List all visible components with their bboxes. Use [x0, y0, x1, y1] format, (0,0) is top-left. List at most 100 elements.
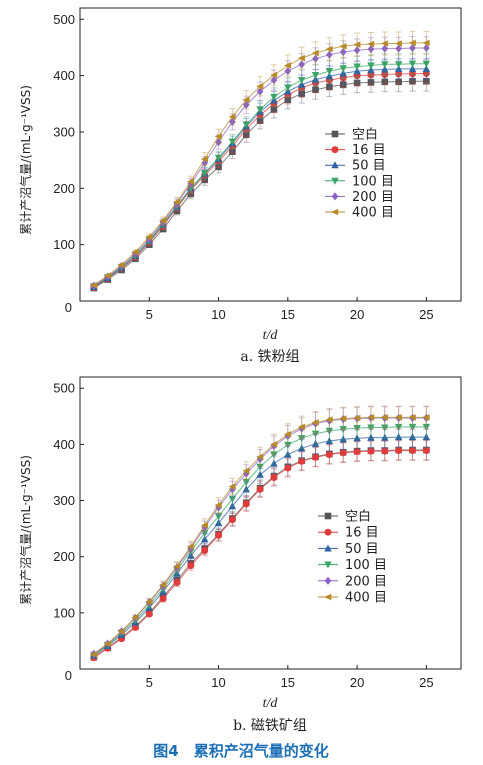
panel-a-data-point: [312, 86, 319, 94]
panel-b-data-point: [284, 464, 292, 472]
panel-b-data-point: [381, 447, 389, 455]
panel-a-data-point: [270, 93, 278, 101]
panel-b-data-point: [422, 414, 430, 421]
panel-a-data-point: [409, 77, 416, 85]
panel-a-legend-marker: [331, 161, 339, 169]
panel-a-data-point: [283, 62, 292, 69]
panel-b-data-point: [394, 414, 402, 421]
panel-a-data-point: [284, 67, 292, 76]
panel-b-axes: 100 200 300 400 500 5 10 15 20 25 0: [53, 376, 462, 690]
panel-b-data-point: [228, 483, 236, 490]
panel-b-data-point: [117, 628, 125, 635]
panel-b-data-point: [200, 530, 209, 538]
panel-b-data-point: [89, 651, 98, 658]
panel-b-data-point: [214, 513, 223, 521]
panel-b-legend-marker: [324, 576, 332, 585]
panel-b-y-tick-label: 400: [53, 437, 75, 452]
panel-b-data-point: [298, 457, 306, 465]
panel-b-data-point: [242, 469, 250, 478]
panel-a-data-point: [201, 176, 208, 184]
panel-a-y-tick-label: 300: [53, 124, 75, 139]
panel-b-origin-label: 0: [65, 668, 72, 683]
panel-b-data-point: [228, 502, 237, 510]
panel-a-data-point: [297, 80, 306, 88]
panel-a-data-point: [200, 169, 209, 177]
panel-a-data-point: [381, 65, 389, 73]
panel-a-data-point: [381, 44, 389, 53]
panel-a-data-point: [159, 217, 167, 224]
panel-b-data-point: [422, 433, 431, 441]
panel-b-data-point: [270, 459, 278, 467]
panel-a-data-point: [270, 71, 278, 79]
panel-b-data-point: [131, 614, 139, 621]
panel-a-data-point: [215, 138, 222, 147]
panel-b-plot-frame: [79, 376, 462, 670]
panel-a-data-point: [145, 233, 153, 241]
panel-a-legend-marker: [331, 192, 339, 201]
panel-b-data-point: [353, 425, 361, 432]
panel-b-data-point: [187, 562, 195, 570]
panel-a-data-point: [228, 138, 237, 146]
panel-a-data-point: [256, 83, 264, 90]
panel-a-data-point: [200, 155, 208, 163]
panel-a-data-point: [256, 87, 264, 96]
panel-a-data-point: [131, 248, 139, 256]
panel-b-data-point: [367, 433, 375, 441]
panel-b-data-point: [395, 447, 403, 455]
panel-b-data-point: [325, 427, 334, 435]
panel-a-x-axis-label: t/d: [263, 328, 279, 343]
panel-b-data-point: [422, 423, 431, 431]
panel-b-data-point: [408, 423, 417, 431]
panel-b-data-point: [201, 547, 209, 555]
panel-b-data-point: [242, 500, 250, 508]
panel-b-data-point: [297, 423, 305, 431]
panel-a-legend-label: 16 目: [352, 143, 386, 158]
panel-a-legend-marker: [331, 208, 339, 216]
panel-a-plot-frame: [79, 7, 462, 302]
panel-b-data-point: [270, 441, 278, 448]
panel-a-data-point: [395, 78, 402, 86]
panel-a-x-tick-label: 15: [281, 307, 295, 322]
panel-b-data-point: [325, 450, 333, 458]
panel-a-y-tick-label: 100: [53, 237, 75, 252]
panel-b-data-point: [297, 444, 306, 452]
panel-b-x-tick-label: 15: [281, 675, 295, 690]
panel-b-y-tick-label: 500: [53, 381, 75, 396]
panel-b-data-point: [284, 441, 292, 449]
panel-b-data-point: [380, 414, 389, 421]
panel-b-legend-label: 空白: [345, 509, 371, 525]
panel-a-data-point: [339, 43, 347, 50]
panel-a-legend-marker: [331, 130, 339, 138]
panel-a-data-point: [367, 62, 375, 70]
panel-a-legend-label: 400 目: [352, 206, 394, 221]
panel-b-legend-marker: [324, 512, 332, 520]
panel-a-data-point: [339, 69, 347, 77]
panel-a-data-point: [380, 40, 389, 47]
panel-a-data-point: [242, 121, 250, 129]
panel-a-data-point: [215, 163, 222, 171]
panel-a-y-tick-label: 200: [53, 181, 75, 196]
panel-a-data-point: [297, 77, 306, 85]
panel-a-data-point: [256, 117, 264, 124]
panel-b-data-point: [339, 449, 347, 457]
panel-b-data-point: [339, 426, 347, 434]
panel-b-data-point: [173, 579, 181, 587]
panel-a-data-point: [117, 261, 125, 269]
panel-b-x-tick-label: 5: [146, 675, 153, 690]
panel-b-data-point: [214, 519, 223, 527]
panel-a-data-point: [395, 44, 402, 53]
panel-b-y-tick-label: 100: [53, 605, 75, 620]
panel-a-data-point: [229, 117, 236, 126]
panel-a-data-point: [270, 76, 278, 85]
panel-b-data-point: [325, 437, 334, 445]
panel-b-data-point: [103, 640, 112, 648]
panel-b-data-point: [173, 562, 181, 570]
panel-b-data-point: [256, 453, 264, 461]
panel-a-data-point: [367, 45, 375, 54]
panel-a-data-point: [242, 96, 250, 104]
panel-b-data-point: [325, 416, 333, 423]
panel-a-data-point: [394, 64, 403, 72]
panel-b-data-point: [228, 516, 236, 524]
panel-a-y-tick-label: 400: [53, 68, 75, 83]
